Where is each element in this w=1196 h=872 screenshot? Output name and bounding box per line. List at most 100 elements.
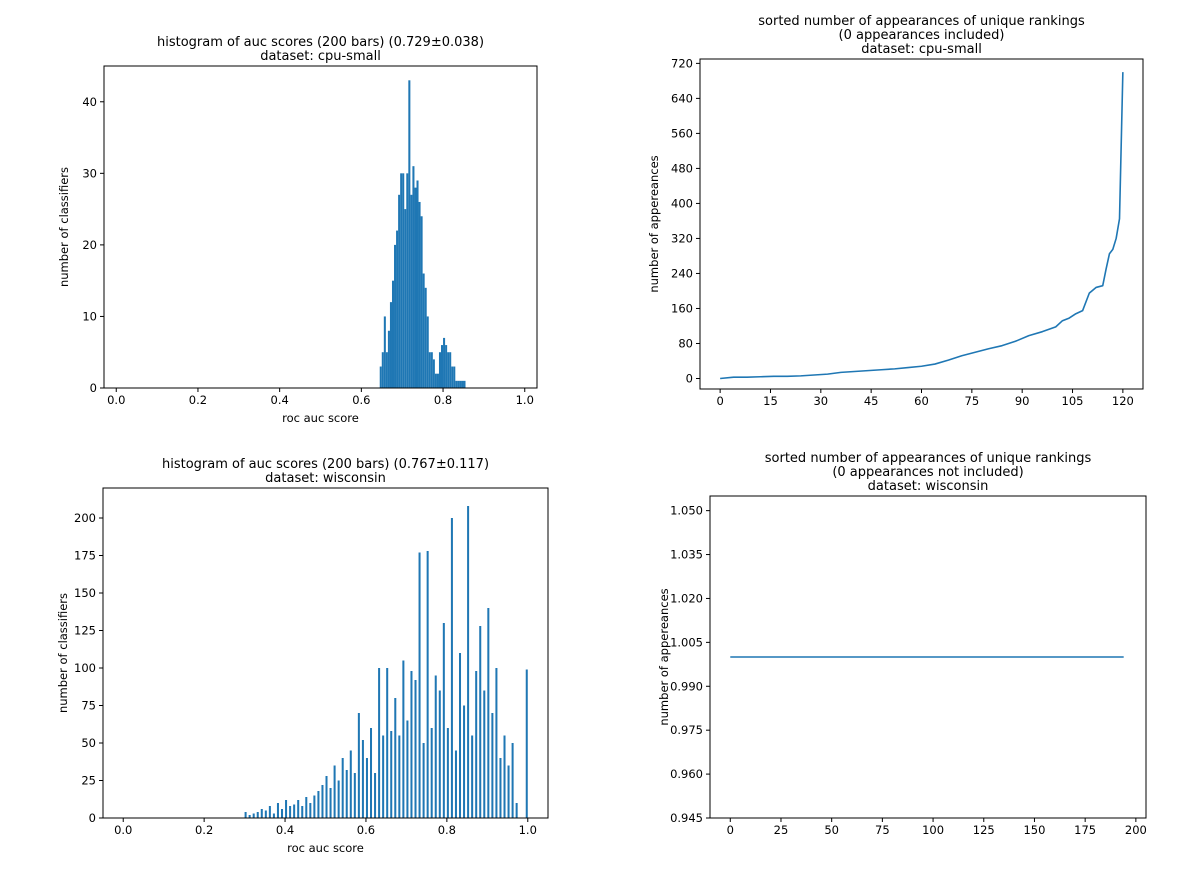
bar-c3-31 xyxy=(370,728,373,818)
x-tick-label-c4-0: 0 xyxy=(727,823,734,837)
chart-title-c4-line-1: (0 appearances not included) xyxy=(832,465,1023,480)
bar-c1-20 xyxy=(420,216,423,388)
bar-c1-0 xyxy=(379,366,382,388)
bar-c1-4 xyxy=(387,330,390,388)
axes-frame-c2 xyxy=(699,58,1144,390)
bar-c3-1 xyxy=(248,815,251,818)
y-tick-label-c3-0: 0 xyxy=(89,811,96,825)
x-tick-label-c4-3: 75 xyxy=(875,823,890,837)
bar-c1-36 xyxy=(453,366,456,388)
chart-c4: 0 25 50 75 100 125 150 175 200 0.945 0.960 0.975 0.9… xyxy=(657,451,1147,837)
bar-c3-35 xyxy=(386,668,389,818)
bar-c3-4 xyxy=(260,809,263,818)
x-tick-label-c1-2: 0.4 xyxy=(271,393,289,407)
bar-c3-65 xyxy=(507,765,510,818)
bar-c3-51 xyxy=(450,518,453,818)
y-tick-label-c4-1: 0.960 xyxy=(670,767,703,781)
bar-c3-15 xyxy=(305,797,308,818)
bar-c3-60 xyxy=(487,608,490,818)
bar-c1-34 xyxy=(449,352,452,388)
x-tick-label-c3-0: 0.0 xyxy=(114,823,132,837)
bar-c3-34 xyxy=(382,735,385,818)
x-tick-label-c4-7: 175 xyxy=(1074,823,1096,837)
bar-c1-15 xyxy=(410,194,413,388)
x-tick-label-c1-1: 0.2 xyxy=(189,393,207,407)
bar-c3-37 xyxy=(394,698,397,818)
bar-c1-9 xyxy=(398,194,401,388)
bar-c3-22 xyxy=(333,765,336,818)
y-tick-label-c1-1: 10 xyxy=(82,309,97,323)
bar-c3-38 xyxy=(398,735,401,818)
chart-title-c2-line-1: (0 appearances included) xyxy=(839,28,1005,43)
bar-c1-26 xyxy=(432,359,435,388)
bar-c1-8 xyxy=(396,230,399,388)
y-tick-label-c4-2: 0.975 xyxy=(670,723,703,737)
y-tick-label-c3-6: 150 xyxy=(74,586,96,600)
bar-c3-17 xyxy=(313,795,316,818)
chart-title-c1-line-1: dataset: cpu-small xyxy=(260,49,381,64)
x-tick-label-c3-3: 0.6 xyxy=(357,823,375,837)
y-tick-label-c2-8: 640 xyxy=(671,91,693,105)
y-tick-label-c3-8: 200 xyxy=(74,511,96,525)
x-tick-label-c2-0: 0 xyxy=(716,394,723,408)
y-tick-label-c4-7: 1.050 xyxy=(670,504,703,518)
bar-c3-21 xyxy=(329,788,332,818)
y-tick-label-c3-4: 100 xyxy=(74,661,96,675)
bar-c3-45 xyxy=(426,551,429,818)
bar-c3-18 xyxy=(317,791,320,818)
x-tick-label-c4-2: 50 xyxy=(824,823,839,837)
bar-c3-3 xyxy=(256,812,259,818)
bar-c3-67 xyxy=(515,803,518,818)
bar-c1-39 xyxy=(459,380,462,388)
bar-c1-23 xyxy=(426,316,429,388)
chart-title-c3-line-0: histogram of auc scores (200 bars) (0.76… xyxy=(162,457,489,472)
bar-c3-44 xyxy=(422,743,425,818)
bar-c1-21 xyxy=(422,273,425,388)
bar-c1-30 xyxy=(441,345,444,388)
bar-c3-62 xyxy=(495,668,498,818)
bar-c3-40 xyxy=(406,720,409,818)
bar-c1-16 xyxy=(412,166,415,388)
bar-c3-58 xyxy=(479,626,482,818)
bar-c3-7 xyxy=(272,813,275,818)
bar-c1-17 xyxy=(414,187,417,388)
y-tick-label-c2-3: 240 xyxy=(671,266,693,280)
y-tick-label-c2-9: 720 xyxy=(671,56,693,70)
y-tick-label-c2-1: 80 xyxy=(678,336,693,350)
bar-c3-47 xyxy=(434,675,437,818)
x-tick-label-c4-8: 200 xyxy=(1125,823,1147,837)
bar-c1-37 xyxy=(455,380,458,388)
y-tick-label-c1-0: 0 xyxy=(90,381,97,395)
bar-c1-41 xyxy=(463,380,466,388)
chart-title-c4-line-0: sorted number of appearances of unique r… xyxy=(765,451,1092,466)
bar-c3-13 xyxy=(297,800,300,818)
bar-c1-28 xyxy=(436,373,439,388)
x-tick-label-c3-4: 0.8 xyxy=(438,823,456,837)
y-tick-label-c3-1: 25 xyxy=(81,774,96,788)
bar-c3-39 xyxy=(402,660,405,818)
bar-c1-38 xyxy=(457,380,460,388)
x-tick-label-c4-4: 100 xyxy=(922,823,944,837)
y-tick-label-c1-2: 20 xyxy=(82,238,97,252)
bar-c1-33 xyxy=(447,352,450,388)
bar-c3-48 xyxy=(438,690,441,818)
y-tick-label-c1-3: 30 xyxy=(82,166,97,180)
bar-c3-49 xyxy=(442,623,445,818)
bar-c1-11 xyxy=(402,173,405,388)
bar-c1-19 xyxy=(418,201,421,388)
bar-c1-13 xyxy=(406,173,409,388)
x-tick-label-c2-1: 15 xyxy=(763,394,778,408)
x-tick-label-c2-6: 90 xyxy=(1015,394,1030,408)
bar-c3-41 xyxy=(410,671,413,818)
chart-c1: 0.0 0.2 0.4 0.6 0.8 1.0 0 10 20 30 40 roc auc score… xyxy=(57,35,538,425)
y-tick-label-c2-5: 400 xyxy=(671,196,693,210)
y-tick-label-c2-4: 320 xyxy=(671,231,693,245)
bar-c3-52 xyxy=(454,750,457,818)
bar-c1-25 xyxy=(430,352,433,388)
bar-c1-12 xyxy=(404,209,407,388)
y-tick-label-c4-0: 0.945 xyxy=(670,811,703,825)
axes-frame-c3 xyxy=(102,487,549,819)
bar-c1-2 xyxy=(383,316,386,388)
bar-c3-66 xyxy=(511,743,514,818)
